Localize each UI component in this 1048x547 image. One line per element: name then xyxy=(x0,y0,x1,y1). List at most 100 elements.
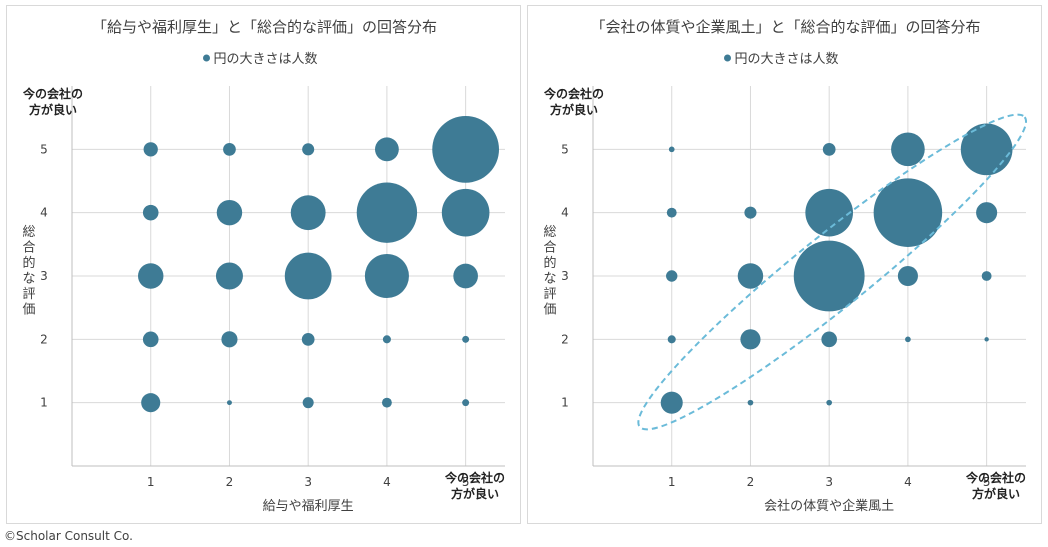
bubble-point xyxy=(667,335,676,344)
bubble-point xyxy=(462,399,470,407)
bubble-point xyxy=(381,397,392,408)
y-axis-label-char: 的 xyxy=(22,255,35,271)
x-axis-label: 会社の体質や企業風土 xyxy=(764,498,894,514)
y-tick-label: 1 xyxy=(561,396,569,410)
y-tick-label: 3 xyxy=(561,269,569,283)
y-axis-label-char: な xyxy=(22,272,35,287)
bubble-point xyxy=(873,178,943,247)
bubble-point xyxy=(891,132,925,167)
x-tick-label: 3 xyxy=(304,475,312,489)
y-tick-label: 2 xyxy=(40,332,48,346)
x-right-label-line2: 方が良い xyxy=(972,486,1020,501)
y-tick-label: 5 xyxy=(561,142,569,156)
x-right-label-line1: 今の会社の xyxy=(965,470,1026,485)
y-axis-label-char: 価 xyxy=(543,303,556,318)
y-tick-label: 2 xyxy=(561,332,569,346)
bubble-point xyxy=(290,195,326,231)
x-tick-label: 2 xyxy=(747,475,755,489)
y-axis-label-char: 総 xyxy=(543,225,556,240)
bubble-point xyxy=(805,188,853,237)
chart-panel-salary: 「給与や福利厚生」と「総合的な評価」の回答分布 円の大きさは人数 1 2 3 4 5 1 2 3 4… xyxy=(6,5,521,524)
bubble-point xyxy=(984,337,989,342)
bubble-point xyxy=(215,262,243,290)
bubble-point xyxy=(960,123,1013,176)
bubble-point xyxy=(744,206,757,219)
bubble-point xyxy=(821,331,837,348)
y-axis-label: 総合的な評価 xyxy=(22,225,35,318)
bubble-point xyxy=(142,204,159,221)
x-tick-label: 2 xyxy=(226,475,234,489)
y-top-label-line2: 方が良い xyxy=(550,102,598,117)
x-right-label-line1: 今の会社の xyxy=(444,470,505,485)
y-top-label-line1: 今の会社の xyxy=(543,86,604,101)
x-tick-label: 1 xyxy=(668,475,676,489)
y-axis-label-char: 価 xyxy=(22,303,35,318)
y-tick-label: 4 xyxy=(40,206,48,220)
bubble-point xyxy=(284,252,332,300)
y-axis-label-char: 評 xyxy=(22,287,35,302)
x-tick-label: 5 xyxy=(983,475,991,489)
bubble-point xyxy=(981,271,992,281)
y-tick-label: 1 xyxy=(40,396,48,410)
x-tick-label: 1 xyxy=(147,475,155,489)
bubble-point xyxy=(137,263,164,289)
y-top-label-line2: 方が良い xyxy=(29,102,77,117)
bubble-point xyxy=(905,336,911,343)
bubble-point xyxy=(226,400,232,406)
y-tick-label: 5 xyxy=(40,142,48,156)
legend-marker xyxy=(203,54,210,62)
bubble-point xyxy=(364,253,409,299)
trend-ellipse xyxy=(637,113,1028,431)
bubble-point xyxy=(747,399,754,406)
bubble-point xyxy=(660,391,683,414)
bubble-point xyxy=(301,332,315,346)
y-top-label-line1: 今の会社の xyxy=(22,86,83,101)
bubble-point xyxy=(668,146,675,153)
bubble-point xyxy=(441,188,490,237)
x-tick-label: 5 xyxy=(462,475,470,489)
bubble-point xyxy=(822,142,836,156)
x-tick-label: 3 xyxy=(825,475,833,489)
bubble-point xyxy=(221,331,238,348)
bubble-point xyxy=(740,329,761,350)
y-tick-label: 3 xyxy=(40,269,48,283)
bubble-point xyxy=(453,263,478,289)
x-tick-label: 4 xyxy=(904,475,912,489)
y-axis-label-char: な xyxy=(543,272,556,287)
y-tick-label: 4 xyxy=(561,206,569,220)
chart-title: 「会社の体質や企業風土」と「総合的な評価」の回答分布 xyxy=(590,18,980,36)
y-axis-label-char: 総 xyxy=(22,225,35,240)
chart-panel-culture: 「会社の体質や企業風土」と「総合的な評価」の回答分布 円の大きさは人数 1 2 3 4 5 1… xyxy=(527,5,1042,524)
legend-marker xyxy=(724,54,731,62)
copyright-text: ©Scholar Consult Co. xyxy=(4,529,133,543)
y-axis-label-char: 的 xyxy=(543,255,556,271)
y-axis-label-char: 合 xyxy=(543,241,556,256)
y-axis-label-char: 合 xyxy=(22,241,35,256)
chart-title: 「給与や福利厚生」と「総合的な評価」の回答分布 xyxy=(92,18,437,36)
bubble-point xyxy=(375,137,399,162)
bubble-point xyxy=(462,335,470,343)
bubble-point xyxy=(793,240,865,312)
bubble-point xyxy=(216,199,243,226)
bubble-point xyxy=(143,142,158,157)
bubble-point xyxy=(897,265,918,287)
bubble-point xyxy=(826,399,833,406)
bubble-point xyxy=(302,397,314,409)
x-axis-label: 給与や福利厚生 xyxy=(263,499,354,514)
bubble-point xyxy=(737,263,764,289)
legend-label: 円の大きさは人数 xyxy=(735,52,839,67)
bubble-point xyxy=(382,335,391,344)
bubble-point xyxy=(432,115,500,183)
bubble-point xyxy=(142,331,159,348)
bubble-point xyxy=(976,202,998,224)
bubble-point xyxy=(302,143,315,156)
bubble-point xyxy=(356,182,418,243)
x-tick-label: 4 xyxy=(383,475,391,489)
y-axis-label: 総合的な評価 xyxy=(543,225,556,318)
x-right-label-line2: 方が良い xyxy=(451,486,499,501)
bubble-point xyxy=(666,207,677,218)
bubble-point xyxy=(666,270,678,282)
y-axis-label-char: 評 xyxy=(543,287,556,302)
